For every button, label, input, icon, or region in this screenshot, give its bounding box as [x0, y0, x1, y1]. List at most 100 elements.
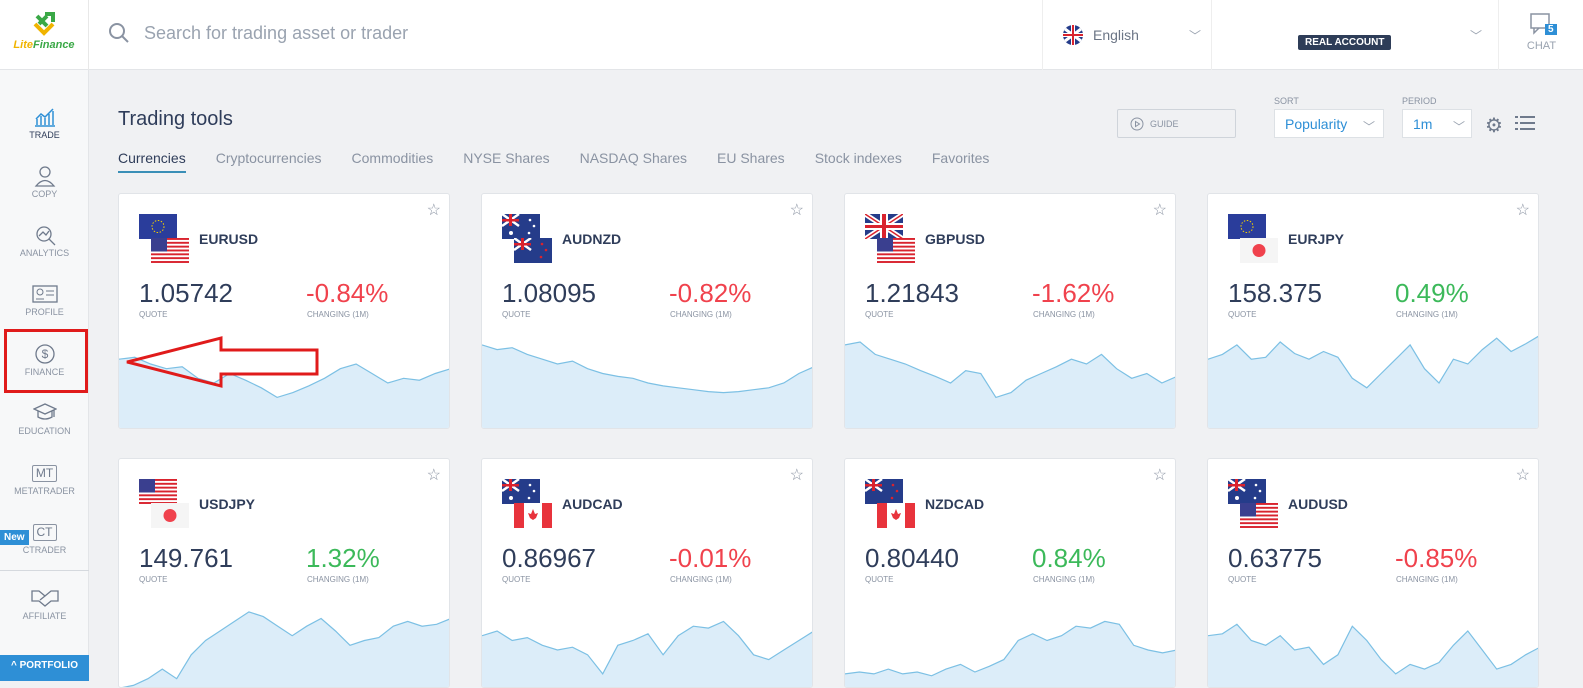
settings-gear-icon[interactable]: ⚙: [1485, 115, 1503, 137]
chevron-down-icon: ﹀: [1470, 29, 1483, 43]
instrument-card-eurusd[interactable]: ☆ EURUSD 1.05742 QUOTE -0.84% CHANGING (…: [118, 193, 450, 429]
symbol: AUDCAD: [562, 496, 623, 512]
sparkline-line: [1208, 623, 1538, 675]
favorite-star-icon[interactable]: ☆: [1515, 467, 1530, 484]
favorite-star-icon[interactable]: ☆: [789, 202, 804, 219]
change-label: CHANGING (1M): [1033, 310, 1095, 319]
guide-label: GUIDE: [1150, 118, 1179, 129]
sparkline-line: [119, 356, 449, 399]
sidebar-label: EDUCATION: [18, 426, 71, 436]
chevron-down-icon: ﹀: [1363, 120, 1376, 134]
annotation-arrow: [126, 336, 319, 388]
sparkline-chart: [122, 611, 449, 687]
graduation-cap-icon: [0, 400, 89, 426]
tab-nyse-shares[interactable]: NYSE Shares: [463, 150, 550, 166]
instrument-card-audcad[interactable]: ☆ AUDCAD 0.86967 QUOTE -0.01% CHANGING (…: [481, 458, 813, 688]
sparkline-line: [482, 344, 812, 394]
sidebar-label: CTRADER: [22, 545, 67, 555]
tab-commodities[interactable]: Commodities: [351, 150, 434, 166]
sparkline-line: [1208, 335, 1538, 389]
highlight-box: [4, 329, 88, 393]
sidebar-item-analytics[interactable]: ANALYTICS: [0, 222, 89, 258]
sidebar-label: ANALYTICS: [19, 248, 70, 258]
sidebar-item-profile[interactable]: PROFILE: [0, 281, 89, 317]
search-icon: [109, 23, 129, 43]
portfolio-button[interactable]: ^ PORTFOLIO: [0, 655, 89, 681]
flag-au-icon: [502, 479, 540, 504]
flag-jp-icon: [1240, 238, 1278, 263]
chat-icon: 5: [1500, 12, 1583, 40]
sparkline-chart: [482, 344, 812, 428]
symbol: EURUSD: [199, 231, 259, 247]
instrument-card-gbpusd[interactable]: ☆ GBPUSD 1.21843 QUOTE -1.62% CHANGING (…: [844, 193, 1176, 429]
list-view-icon[interactable]: [1515, 115, 1535, 131]
change-value: 0.49%: [1395, 278, 1469, 308]
favorite-star-icon[interactable]: ☆: [1152, 467, 1167, 484]
chevron-up-icon: ^: [11, 660, 20, 671]
flag-eu-icon: [139, 214, 177, 239]
chat-label: CHAT: [1526, 40, 1557, 52]
period-select[interactable]: 1m ﹀: [1402, 109, 1472, 138]
sidebar-item-education[interactable]: EDUCATION: [0, 400, 89, 436]
logo[interactable]: LiteFinance: [0, 0, 89, 70]
change-label: CHANGING (1M): [670, 575, 732, 584]
quote-label: QUOTE: [139, 575, 168, 584]
tab-stock-indexes[interactable]: Stock indexes: [814, 150, 902, 166]
symbol: GBPUSD: [925, 231, 985, 247]
account-badge: REAL ACCOUNT: [1298, 35, 1392, 50]
change-value: 1.32%: [306, 543, 380, 573]
sidebar-label: FINANCE: [24, 367, 65, 377]
favorite-star-icon[interactable]: ☆: [789, 467, 804, 484]
sidebar-item-ctrader[interactable]: CT CTRADER: [0, 519, 89, 555]
instrument-card-eurjpy[interactable]: ☆ EURJPY 158.375 QUOTE 0.49% CHANGING (1…: [1207, 193, 1539, 429]
sparkline-area: [1208, 624, 1538, 687]
quote-value: 1.05742: [139, 278, 233, 308]
sparkline-area: [845, 342, 1175, 428]
chat-count-badge: 5: [1545, 24, 1557, 35]
tab-eu-shares[interactable]: EU Shares: [716, 150, 785, 166]
symbol: NZDCAD: [925, 496, 985, 512]
sparkline-chart: [845, 620, 1175, 687]
instrument-card-usdjpy[interactable]: ☆ USDJPY 149.761 QUOTE 1.32% CHANGING (1…: [118, 458, 450, 688]
favorite-star-icon[interactable]: ☆: [1515, 202, 1530, 219]
period-value: 1m: [1413, 115, 1433, 132]
tab-currencies[interactable]: Currencies: [118, 150, 186, 173]
period-label: PERIOD: [1402, 96, 1437, 106]
sort-select[interactable]: Popularity ﹀: [1274, 109, 1384, 138]
search-input[interactable]: Search for trading asset or trader: [108, 22, 408, 44]
change-label: CHANGING (1M): [307, 310, 369, 319]
sidebar-item-metatrader[interactable]: MT METATRADER: [0, 460, 89, 496]
language-select[interactable]: English ﹀: [1042, 0, 1212, 70]
sidebar-item-trade[interactable]: TRADE: [0, 104, 89, 140]
sparkline-area: [482, 621, 812, 687]
sparkline-line: [845, 620, 1175, 677]
tab-nasdaq-shares[interactable]: NASDAQ Shares: [579, 150, 687, 166]
tab-favorites[interactable]: Favorites: [931, 150, 990, 166]
sidebar-label: PROFILE: [25, 307, 64, 317]
chat-button[interactable]: 5 CHAT: [1500, 12, 1583, 52]
chart-icon: [0, 104, 89, 130]
flag-au-icon: [1228, 479, 1266, 504]
instrument-card-nzdcad[interactable]: ☆ NZDCAD 0.80440 QUOTE 0.84% CHANGING (1…: [844, 458, 1176, 688]
sidebar-item-copy[interactable]: COPY: [0, 163, 89, 199]
instrument-card-audnzd[interactable]: ☆ AUDNZD 1.08095 QUOTE -0.82% CHANGING (…: [481, 193, 813, 429]
chevron-down-icon: ﹀: [1453, 120, 1466, 134]
flag-jp-icon: [151, 503, 189, 528]
flag-us-icon: [151, 238, 189, 263]
ctrader-icon: CT: [32, 523, 57, 541]
sidebar-label: METATRADER: [14, 486, 75, 496]
sparkline-chart: [1208, 623, 1538, 687]
logo-text: LiteFinance: [13, 39, 75, 51]
favorite-star-icon[interactable]: ☆: [426, 202, 441, 219]
sidebar-label: AFFILIATE: [22, 611, 67, 621]
favorite-star-icon[interactable]: ☆: [1152, 202, 1167, 219]
page-title: Trading tools: [118, 108, 233, 130]
sidebar-item-finance[interactable]: $ FINANCE: [0, 341, 89, 377]
account-select[interactable]: REAL ACCOUNT ﹀: [1212, 0, 1499, 70]
symbol: AUDNZD: [562, 231, 622, 247]
sidebar-item-affiliate[interactable]: AFFILIATE: [0, 585, 89, 621]
instrument-card-audusd[interactable]: ☆ AUDUSD 0.63775 QUOTE -0.85% CHANGING (…: [1207, 458, 1539, 688]
guide-button[interactable]: GUIDE: [1117, 109, 1236, 138]
favorite-star-icon[interactable]: ☆: [426, 467, 441, 484]
tab-cryptocurrencies[interactable]: Cryptocurrencies: [215, 150, 322, 166]
